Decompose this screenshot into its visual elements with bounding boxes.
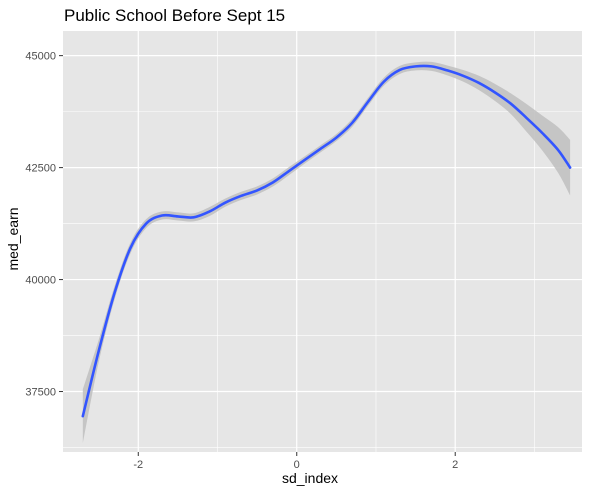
y-tick-label: 42500 (25, 163, 56, 175)
y-tick-label: 40000 (25, 275, 56, 287)
major-gridlines (63, 31, 582, 452)
y-tick-label: 37500 (25, 387, 56, 399)
x-axis-label: sd_index (282, 470, 338, 486)
x-tick-label: 2 (452, 459, 458, 471)
x-axis-ticks: -2 0 2 (133, 452, 458, 471)
smooth-line (81, 64, 572, 418)
y-axis-label: med_earn (5, 207, 21, 270)
minor-gridlines (63, 31, 582, 452)
y-axis-ticks: 37500 40000 42500 45000 (25, 51, 63, 399)
y-tick-label: 45000 (25, 51, 56, 63)
x-tick-label: 0 (294, 459, 300, 471)
chart-title: Public School Before Sept 15 (64, 6, 286, 25)
x-tick-label: -2 (133, 459, 143, 471)
